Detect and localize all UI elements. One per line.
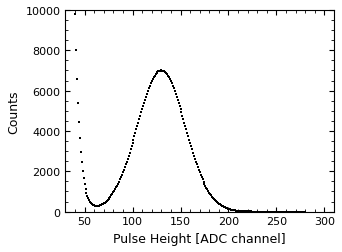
X-axis label: Pulse Height [ADC channel]: Pulse Height [ADC channel]	[114, 232, 286, 245]
Y-axis label: Counts: Counts	[7, 90, 20, 133]
